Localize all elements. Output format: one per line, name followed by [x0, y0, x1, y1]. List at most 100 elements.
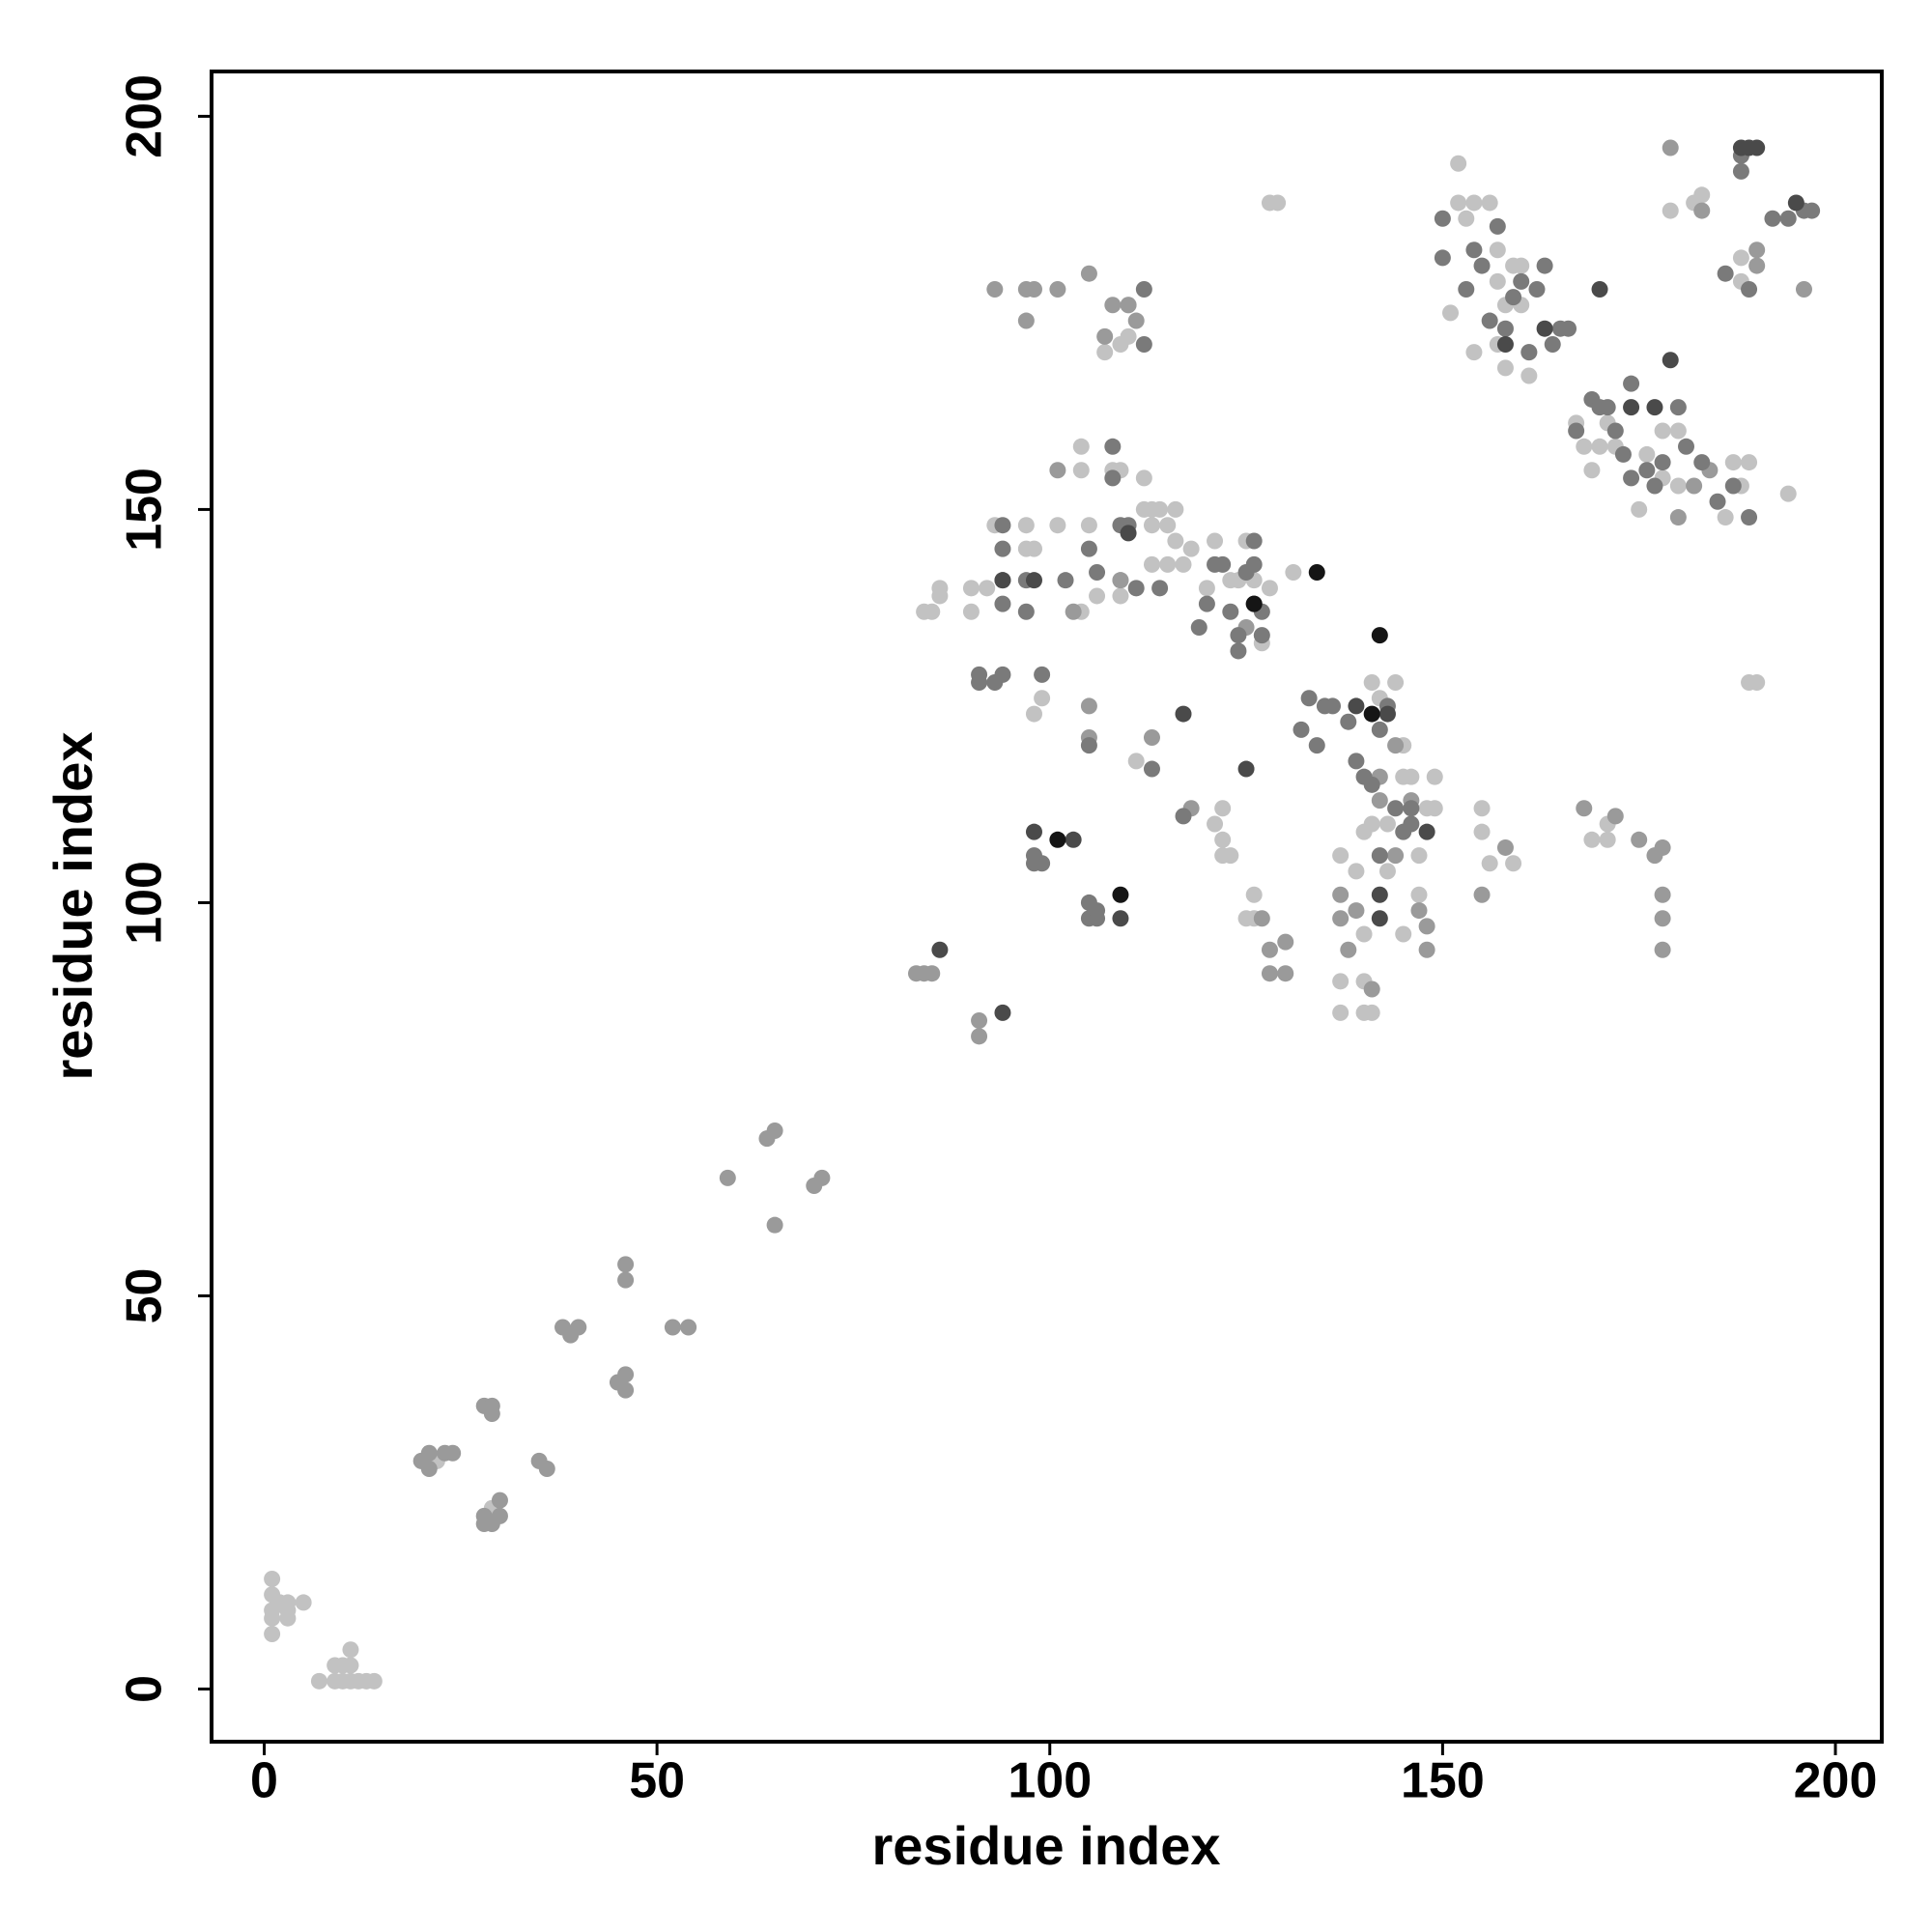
point — [1410, 902, 1428, 920]
point — [971, 1012, 988, 1030]
point — [1112, 886, 1129, 903]
y-tick-label: 150 — [117, 468, 173, 552]
point — [1072, 438, 1090, 455]
point — [1143, 728, 1160, 746]
point — [1378, 705, 1396, 723]
point — [1167, 532, 1184, 550]
point — [1496, 335, 1514, 353]
point — [1214, 831, 1232, 848]
point — [1363, 980, 1380, 998]
point — [1741, 509, 1758, 526]
y-tick-label: 200 — [117, 74, 173, 158]
point — [1049, 280, 1066, 298]
y-axis-title: residue index — [43, 731, 103, 1080]
point — [1104, 469, 1122, 487]
point — [1261, 965, 1278, 982]
point — [1363, 674, 1380, 692]
point — [1057, 572, 1074, 589]
point — [994, 595, 1011, 612]
point — [766, 1216, 783, 1234]
point — [264, 1609, 281, 1627]
point — [1378, 863, 1396, 880]
point — [1804, 202, 1821, 219]
point — [1606, 808, 1624, 825]
point — [931, 941, 949, 958]
point — [1465, 194, 1483, 212]
point — [1623, 375, 1640, 392]
point — [1135, 280, 1152, 298]
point — [1528, 280, 1546, 298]
point — [1245, 886, 1263, 903]
point — [1159, 555, 1177, 573]
point — [1080, 697, 1097, 715]
point — [1591, 438, 1608, 455]
point — [1654, 886, 1671, 903]
point — [1089, 564, 1106, 582]
point — [1418, 918, 1435, 935]
point — [664, 1319, 681, 1336]
point — [1599, 399, 1616, 416]
point — [1795, 280, 1812, 298]
point — [1638, 462, 1656, 479]
point — [1104, 297, 1122, 314]
point — [1496, 320, 1514, 337]
point — [1363, 1004, 1380, 1021]
point — [1348, 863, 1365, 880]
point — [1536, 320, 1553, 337]
point — [1049, 831, 1066, 848]
point — [1513, 272, 1530, 290]
point — [1127, 312, 1145, 329]
point — [1473, 800, 1491, 817]
point — [1293, 721, 1310, 738]
point — [1568, 422, 1585, 440]
point — [1017, 603, 1035, 620]
point — [1496, 838, 1514, 856]
point — [538, 1461, 555, 1478]
point — [1120, 327, 1137, 345]
point — [491, 1507, 508, 1524]
point — [1135, 469, 1152, 487]
point — [1662, 139, 1679, 156]
point — [1363, 815, 1380, 833]
point — [1403, 768, 1420, 785]
point — [1450, 194, 1467, 212]
point — [1261, 941, 1278, 958]
point — [1049, 462, 1066, 479]
point — [1387, 800, 1405, 817]
point — [1693, 454, 1711, 471]
point — [1363, 776, 1380, 793]
point — [1473, 257, 1491, 274]
point — [1576, 800, 1593, 817]
point — [570, 1319, 587, 1336]
point — [1089, 902, 1106, 920]
point — [1662, 202, 1679, 219]
point — [1489, 242, 1506, 259]
y-tick-label: 0 — [117, 1675, 173, 1703]
point — [1654, 454, 1671, 471]
point — [1332, 973, 1350, 990]
point — [719, 1169, 736, 1186]
point — [1332, 910, 1350, 927]
point — [1324, 697, 1342, 715]
point — [1151, 500, 1169, 518]
point — [1222, 847, 1239, 865]
point — [766, 1122, 783, 1139]
point — [1764, 210, 1781, 227]
point — [962, 603, 980, 620]
point — [1387, 737, 1405, 754]
x-tick-label: 100 — [1008, 1753, 1092, 1809]
point — [923, 603, 941, 620]
point — [1654, 941, 1671, 958]
point — [1489, 272, 1506, 290]
point — [1120, 525, 1137, 542]
point — [1748, 674, 1766, 692]
point — [1175, 808, 1192, 825]
point — [1034, 690, 1051, 707]
point — [1591, 280, 1608, 298]
point — [1237, 760, 1255, 778]
point — [1481, 194, 1498, 212]
point — [1096, 344, 1114, 361]
point — [1583, 462, 1601, 479]
point — [931, 587, 949, 605]
